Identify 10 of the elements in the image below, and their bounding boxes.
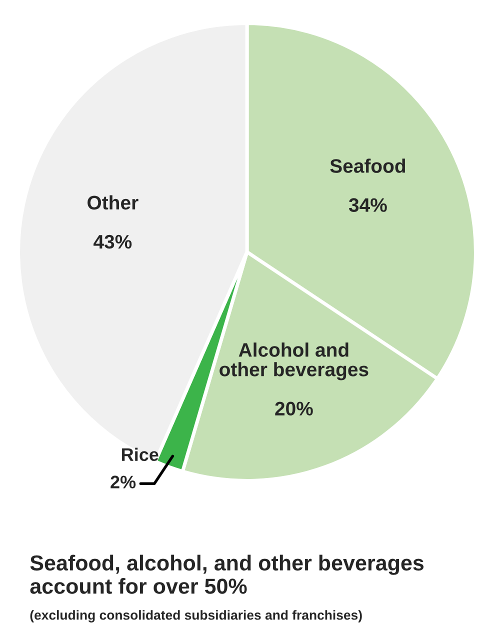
- text: Seafood, alcohol, and other beverages account for over 50%: [30, 554, 424, 594]
- slice-label: Rice: [122, 448, 158, 462]
- data-label: 20%: [275, 402, 313, 416]
- data-label: 2%: [110, 476, 136, 488]
- slice-label: Alcohol and other beverages: [220, 342, 368, 380]
- slice-label: Seafood: [330, 158, 406, 173]
- slice-label: Other: [88, 195, 138, 210]
- text: (excluding consolidated subsidiaries and franchises): [30, 610, 362, 622]
- data-label: 43%: [94, 234, 132, 249]
- data-label: 34%: [348, 198, 387, 212]
